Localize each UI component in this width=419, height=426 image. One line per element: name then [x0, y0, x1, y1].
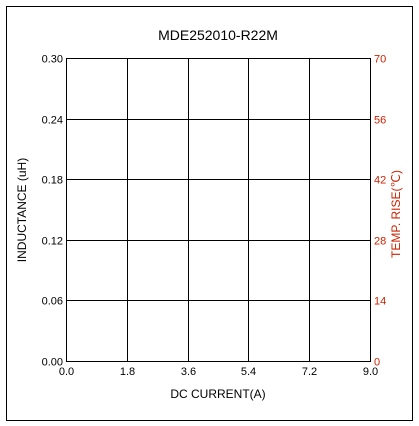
- chart-title: MDE252010-R22M: [158, 27, 278, 43]
- y2-axis-label: TEMP. RISE(℃): [389, 170, 403, 258]
- y-tick-label: 0.30: [42, 54, 63, 66]
- x-tick-label: 9.0: [363, 366, 378, 378]
- x-tick-label: 0.0: [59, 366, 74, 378]
- x-tick-label: 3.6: [181, 366, 196, 378]
- x-tick-label: 7.2: [302, 366, 317, 378]
- outer-frame: [6, 6, 413, 421]
- x-axis-label: DC CURRENT(A): [170, 387, 265, 401]
- grid: [66, 58, 370, 361]
- y2-tick-label: 42: [374, 175, 386, 187]
- y-tick-label: 0.18: [42, 175, 63, 187]
- y2-tick-label: 70: [374, 54, 386, 66]
- y2-tick-label: 28: [374, 236, 386, 248]
- y2-tick-label: 0: [374, 357, 380, 369]
- y2-tick-label: 56: [374, 115, 386, 127]
- x-tick-label: 5.4: [241, 366, 256, 378]
- y-tick-label: 0.12: [42, 236, 63, 248]
- plot-area: [66, 58, 371, 362]
- y2-tick-label: 14: [374, 296, 386, 308]
- tick-labels: 0.0 1.8 3.6 5.4 7.2 9.0 0.00 0.06 0.12 0.18 0.24 0.…: [42, 54, 387, 379]
- y-tick-label: 0.00: [42, 357, 63, 369]
- y-axis-label: INDUCTANCE (uH): [15, 158, 29, 262]
- y-tick-label: 0.24: [42, 115, 63, 127]
- x-tick-label: 1.8: [120, 366, 135, 378]
- y-tick-label: 0.06: [42, 296, 63, 308]
